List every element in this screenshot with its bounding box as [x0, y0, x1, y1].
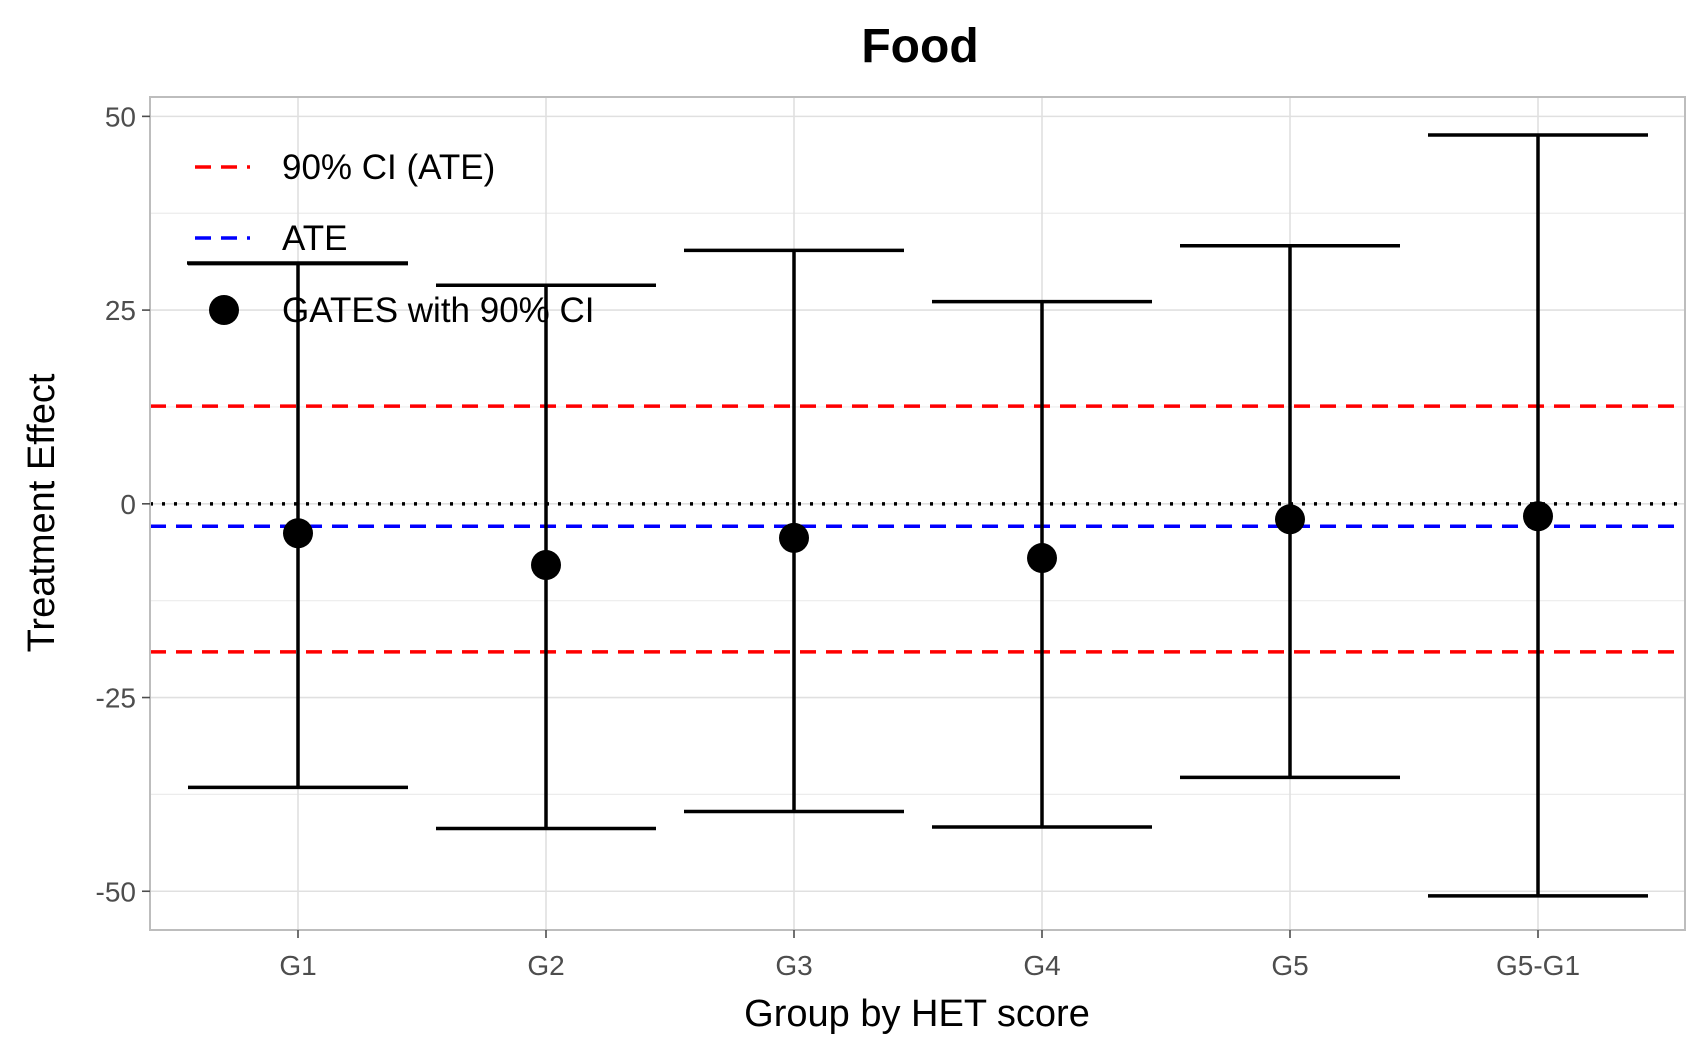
chart-title: Food — [861, 20, 978, 73]
gates-point — [531, 550, 561, 581]
y-tick-label: 25 — [105, 295, 136, 326]
x-tick-label: G2 — [527, 950, 564, 981]
x-axis-ticks: G1 G2 G3 G4 G5 G5-G1 — [279, 930, 1580, 981]
y-tick-label: -50 — [96, 876, 136, 907]
x-tick-label: G3 — [775, 950, 812, 981]
gates-points — [283, 501, 1553, 581]
reference-lines — [150, 404, 1685, 654]
y-axis-title: Treatment Effect — [21, 373, 63, 652]
legend: 90% CI (ATE) ATE GATES with 90% CI — [187, 148, 595, 330]
x-tick-label: G4 — [1023, 950, 1060, 981]
legend-label: ATE — [282, 219, 347, 258]
y-tick-label: -25 — [96, 683, 136, 714]
x-tick-label: G1 — [279, 950, 316, 981]
x-tick-label: G5 — [1271, 950, 1308, 981]
y-tick-label: 0 — [120, 489, 136, 520]
legend-label: GATES with 90% CI — [282, 291, 595, 330]
x-axis-title: Group by HET score — [744, 993, 1090, 1035]
panel-border — [149, 96, 1686, 931]
gates-point — [283, 518, 313, 549]
gates-point — [1027, 543, 1057, 574]
y-axis-ticks: 50 25 0 -25 -50 — [96, 101, 150, 907]
gates-point — [1523, 501, 1553, 532]
legend-label: 90% CI (ATE) — [282, 148, 495, 187]
legend-key-point — [209, 295, 239, 325]
gates-point — [779, 522, 809, 553]
y-tick-label: 50 — [105, 101, 136, 132]
error-bars — [188, 133, 1648, 898]
x-tick-label: G5-G1 — [1496, 950, 1580, 981]
grid — [150, 97, 1685, 930]
gates-point — [1275, 504, 1305, 535]
